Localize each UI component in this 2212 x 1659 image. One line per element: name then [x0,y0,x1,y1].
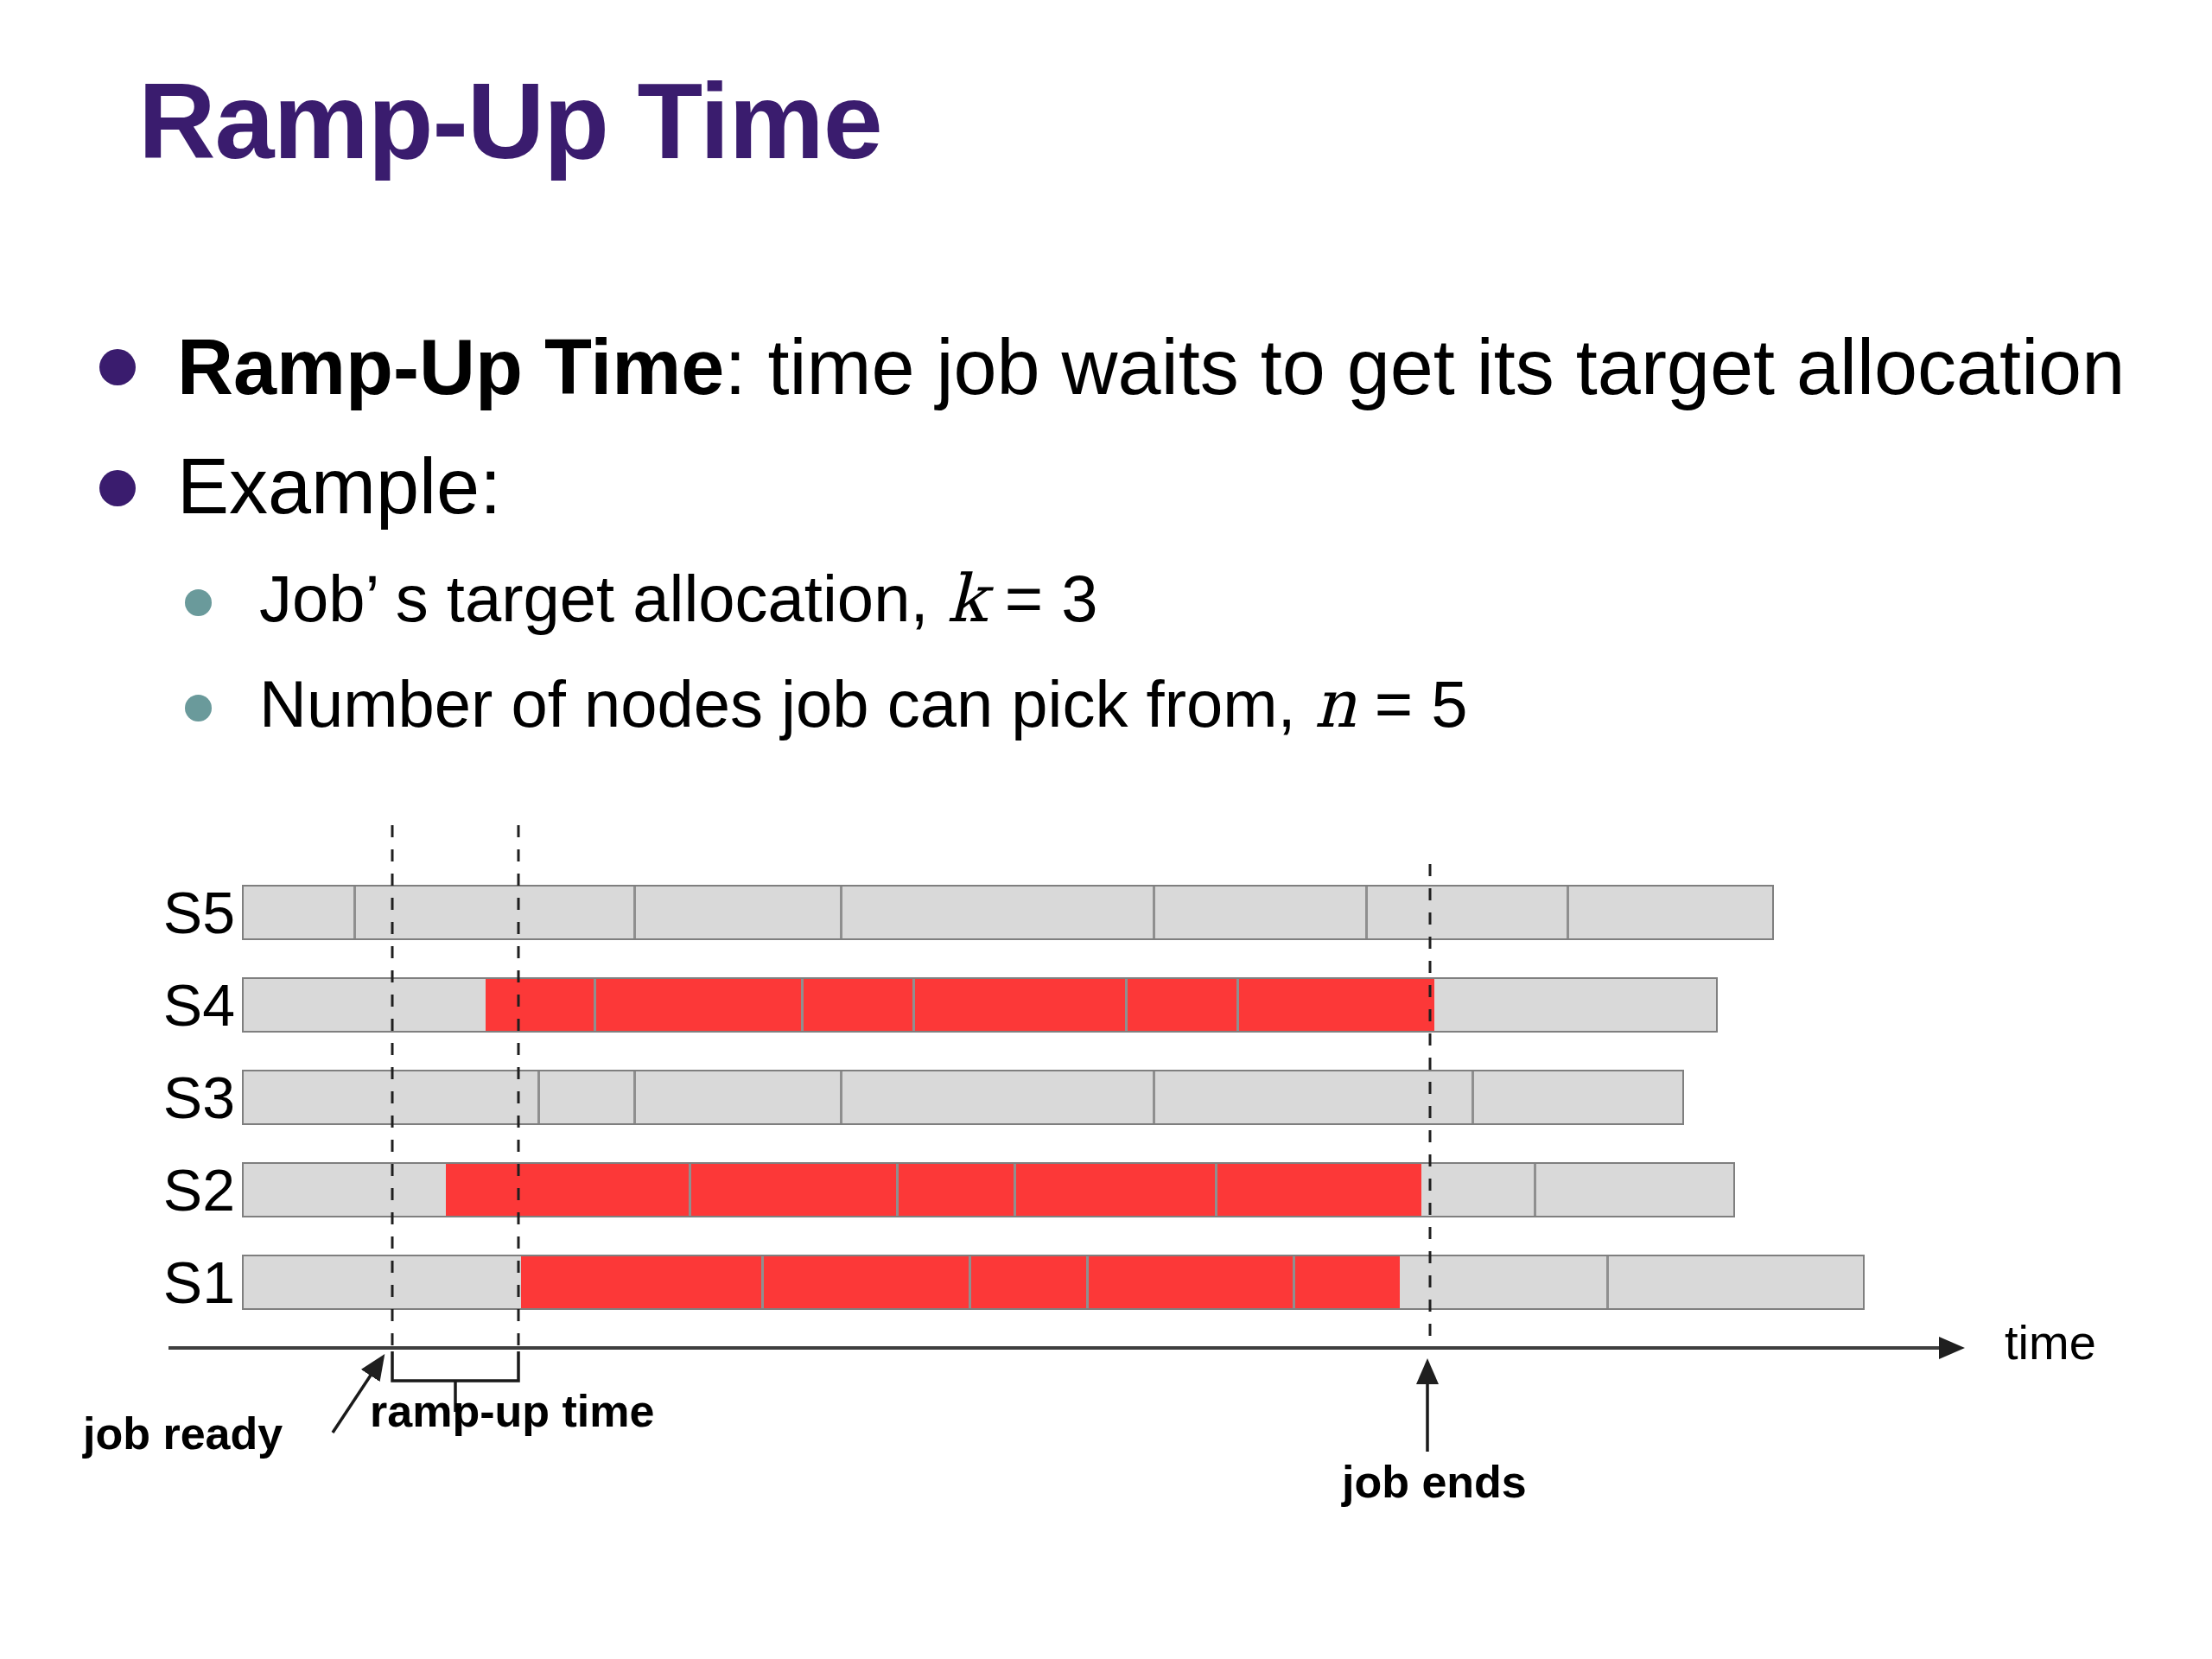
row-label-s3: S3 [112,1066,235,1128]
segment-divider [840,1071,842,1123]
page-title: Ramp-Up Time [138,67,882,175]
diagram-overlay [0,0,2212,1659]
bullet-1-rest-text: : time job waits to get its target alloc… [724,324,2125,410]
sub-bullet-line-2: Number of nodes job can pick from, n = 5 [259,671,1468,737]
segment-divider [594,979,596,1031]
bullet-dot [99,349,136,385]
segment-divider [969,1256,971,1308]
math-var-n: n [1314,665,1357,742]
segment-divider [840,887,842,938]
sub-bullet-dot [185,589,212,616]
segment-divider [1236,979,1239,1031]
schedule-bar-s4 [242,977,1718,1033]
segment-divider [689,1164,691,1216]
segment-divider [1534,1164,1536,1216]
job-ready-label: job ready [83,1410,283,1458]
busy-segment [486,979,1434,1031]
segment-divider [1293,1256,1295,1308]
sub-bullet-dot [185,695,212,721]
bullet-1-bold-text: Ramp-Up Time [177,324,724,410]
segment-divider [801,979,804,1031]
math-var-k: k [947,560,987,637]
schedule-bar-s2 [242,1162,1735,1217]
schedule-bar-s3 [242,1070,1684,1125]
row-label-s1: S1 [112,1251,235,1313]
segment-divider [353,887,356,938]
sub-bullet-2-value: = 5 [1357,667,1468,741]
sub-bullet-2-text: Number of nodes job can pick from, [259,667,1314,741]
row-label-s5: S5 [112,881,235,944]
bullet-2-text: Example: [177,443,501,530]
segment-divider [1014,1164,1016,1216]
segment-divider [633,1071,636,1123]
segment-divider [1606,1256,1609,1308]
job-ends-label: job ends [1342,1459,1527,1506]
slide: Ramp-Up Time Ramp-Up Time: time job wait… [0,0,2212,1659]
segment-divider [1365,887,1368,938]
busy-segment [446,1164,1421,1216]
bullet-line-2: Example: [177,448,501,525]
row-label-s2: S2 [112,1159,235,1221]
segment-divider [633,887,636,938]
segment-divider [1153,1071,1155,1123]
segment-divider [896,1164,899,1216]
row-label-s4: S4 [112,974,235,1036]
busy-segment [521,1256,1400,1308]
segment-divider [1215,1164,1217,1216]
segment-divider [1471,1071,1474,1123]
schedule-bar-s1 [242,1255,1865,1310]
ramp-up-time-label: ramp-up time [370,1388,654,1435]
segment-divider [1567,887,1569,938]
bullet-line-1: Ramp-Up Time: time job waits to get its … [177,328,2125,406]
sub-bullet-line-1: Job’ s target allocation, k = 3 [259,566,1098,632]
segment-divider [1125,979,1128,1031]
sub-bullet-1-value: = 3 [987,562,1098,635]
segment-divider [912,979,915,1031]
segment-divider [537,1071,540,1123]
schedule-bar-s5 [242,885,1774,940]
time-axis-label: time [2005,1319,2096,1367]
segment-divider [1086,1256,1089,1308]
sub-bullet-1-text: Job’ s target allocation, [259,562,947,635]
segment-divider [1153,887,1155,938]
segment-divider [761,1256,764,1308]
bullet-dot [99,470,136,506]
